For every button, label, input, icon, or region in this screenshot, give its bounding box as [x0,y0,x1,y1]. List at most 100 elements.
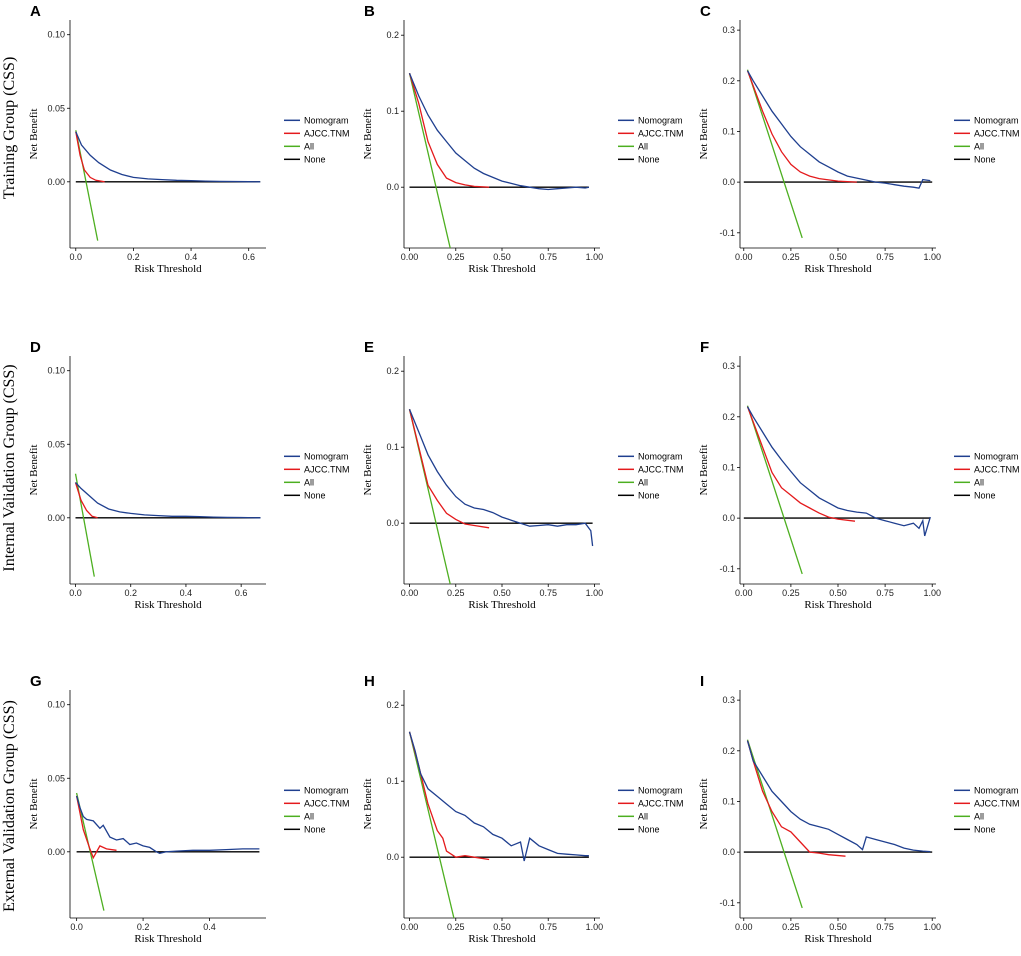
x-tick-label: 0.50 [493,922,511,932]
x-tick-label: 0.2 [124,588,137,598]
legend-label-none: None [974,824,996,834]
x-axis-label: Risk Threshold [134,599,202,611]
x-tick-label: 0.00 [401,252,419,262]
legend-label-nomogram: Nomogram [304,451,349,461]
panel-H: H 0.0 0.1 0.2 0.00 0.25 0.50 0.75 1.00 Risk Thres… [362,673,684,945]
legend-label-none: None [304,490,326,500]
legend-label-nomogram: Nomogram [638,115,683,125]
series-line-ajcc-tnm [75,131,105,183]
series-line-all [408,73,451,248]
legend-label-none: None [974,490,996,500]
x-tick-label: 0.50 [493,252,511,262]
y-tick-label: 0.2 [722,76,735,86]
y-tick-label: 0.00 [47,513,65,523]
legend-label-nomogram: Nomogram [974,785,1019,795]
y-tick-label: 0.2 [722,746,735,756]
legend-label-all: All [304,141,314,151]
x-axis-label: Risk Threshold [468,599,536,611]
x-tick-label: 0.50 [829,252,847,262]
x-tick-label: 0.6 [235,588,248,598]
x-tick-label: 0.00 [735,252,753,262]
legend-label-ajcc-tnm: AJCC.TNM [304,798,350,808]
y-tick-label: 0.1 [722,796,735,806]
y-tick-label: 0.1 [386,776,399,786]
x-axis-label: Risk Threshold [804,599,872,611]
panel-letter-E: E [364,339,374,356]
x-tick-label: 0.0 [70,252,83,262]
legend-label-all: All [638,811,648,821]
series-line-nomogram [746,70,931,189]
legend-label-none: None [638,490,660,500]
x-tick-label: 1.00 [586,588,604,598]
x-tick-label: 0.75 [539,922,557,932]
x-tick-label: 0.0 [69,588,82,598]
legend-label-nomogram: Nomogram [638,451,683,461]
x-axis-label: Risk Threshold [804,933,872,945]
y-tick-label: 0.2 [386,700,399,710]
y-tick-label: 0.3 [722,25,735,35]
legend-label-all: All [974,811,984,821]
x-tick-label: 0.75 [876,588,894,598]
panel-letter-I: I [700,673,704,690]
x-tick-label: 0.4 [203,922,216,932]
panel-letter-D: D [30,339,41,356]
x-tick-label: 0.00 [735,922,753,932]
row-label-1: Training Group (CSS) [1,57,18,200]
legend-label-ajcc-tnm: AJCC.TNM [638,464,684,474]
y-tick-label: 0.10 [47,30,65,40]
legend-label-none: None [304,824,326,834]
x-tick-label: 0.50 [493,588,511,598]
x-tick-label: 0.25 [782,588,800,598]
y-tick-label: 0.00 [47,177,65,187]
legend-label-ajcc-tnm: AJCC.TNM [974,128,1020,138]
series-line-all [746,405,803,575]
legend-label-none: None [974,154,996,164]
series-line-ajcc-tnm [746,70,857,183]
legend-label-all: All [304,477,314,487]
legend-label-none: None [304,154,326,164]
y-tick-label: 0.1 [722,126,735,136]
y-tick-label: 0.0 [722,847,735,857]
y-axis-label: Net Benefit [362,444,374,495]
x-tick-label: 0.75 [539,588,557,598]
x-tick-label: 0.25 [447,252,465,262]
panel-letter-C: C [700,3,711,20]
x-tick-label: 0.25 [782,252,800,262]
y-tick-label: 0.05 [47,439,65,449]
y-tick-label: 0.00 [47,847,65,857]
x-tick-label: 0.2 [127,252,140,262]
y-axis-label: Net Benefit [362,778,374,829]
x-tick-label: 0.75 [876,252,894,262]
x-tick-label: 1.00 [923,588,941,598]
x-axis-label: Risk Threshold [468,263,536,275]
legend-label-nomogram: Nomogram [974,451,1019,461]
y-tick-label: 0.1 [722,462,735,472]
y-tick-label: 0.0 [386,182,399,192]
x-tick-label: 1.00 [586,252,604,262]
series-line-ajcc-tnm [408,409,490,529]
legend-label-all: All [638,141,648,151]
series-line-nomogram [75,795,260,854]
x-tick-label: 1.00 [923,922,941,932]
legend-label-ajcc-tnm: AJCC.TNM [974,464,1020,474]
panel-letter-A: A [30,3,41,20]
x-tick-label: 0.00 [401,922,419,932]
y-tick-label: 0.0 [722,513,735,523]
x-tick-label: 0.50 [829,588,847,598]
series-line-ajcc-tnm [408,73,490,188]
panel-A: A 0.00 0.05 0.10 0.0 0.2 0.4 0.6 Risk Threshold N… [28,3,350,275]
series-line-nomogram [746,740,931,853]
legend-label-nomogram: Nomogram [304,785,349,795]
y-tick-label: 0.05 [47,773,65,783]
series-line-ajcc-tnm [408,731,490,861]
series-line-ajcc-tnm [75,795,117,860]
y-tick-label: 0.2 [386,366,399,376]
series-line-nomogram [746,406,931,537]
panel-E: E 0.0 0.1 0.2 0.00 0.25 0.50 0.75 1.00 Risk Thres… [362,339,684,611]
x-tick-label: 0.75 [539,252,557,262]
panel-letter-F: F [700,339,709,356]
panel-B: B 0.0 0.1 0.2 0.00 0.25 0.50 0.75 1.00 Risk Thres… [362,3,684,275]
legend-label-nomogram: Nomogram [638,785,683,795]
x-tick-label: 0.50 [829,922,847,932]
y-tick-label: 0.3 [722,361,735,371]
